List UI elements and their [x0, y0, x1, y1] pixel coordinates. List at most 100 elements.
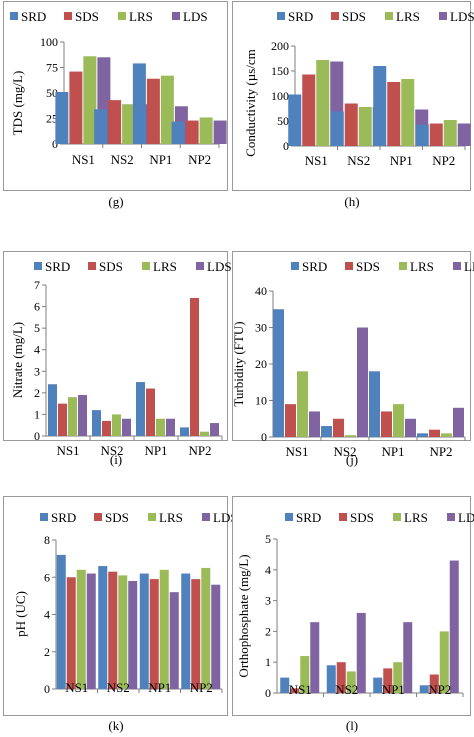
- y-tick-label: 200: [271, 39, 289, 53]
- legend: SRD SDS LRS LDS: [34, 259, 232, 274]
- chart-k: SRD SDS LRS LDS 0 2 4 6 8 pH (UC) NS1 NS2 NP1 NP2: [13, 510, 238, 696]
- y-axis-title: Orthophosphate (mg/L): [236, 554, 251, 677]
- bar-ns2-sds: [333, 418, 344, 437]
- bar-np1-sds: [387, 82, 401, 146]
- x-tick-label: NP2: [188, 443, 211, 458]
- bar-ns2-lrs: [112, 414, 121, 436]
- y-tick-label: 10: [255, 394, 267, 408]
- legend: SRD SDS LRS LDS: [40, 510, 238, 525]
- legend-label-sds: SDS: [350, 510, 374, 525]
- bar-np2-lds: [457, 123, 471, 146]
- y-tick-label: 30: [255, 321, 267, 335]
- y-tick-label: 150: [271, 64, 289, 78]
- caption-g: (g): [108, 194, 124, 209]
- bar-np2-srd: [171, 121, 185, 144]
- legend-label-lrs: LRS: [153, 259, 177, 274]
- bar-ns1-sds: [69, 71, 83, 144]
- x-tick-label: NS2: [347, 153, 370, 168]
- y-tick-label: 0: [44, 682, 50, 696]
- bar-ns1-lrs: [68, 397, 77, 436]
- bar-np1-srd: [373, 66, 387, 146]
- chart-panel-g: SRD SDS LRS LDS 0 25 50 75 100 TDS (mg/L) NS1 NS2 NP…: [3, 1, 228, 191]
- bar-ns2-sds: [336, 662, 346, 693]
- chart-i: SRD SDS LRS LDS 0 1 2 3 4 5 6 7 Nitrate (mg/L) NS1 NS2…: [10, 259, 232, 458]
- bar-np1-lrs: [401, 79, 415, 146]
- bar-ns1-lrs: [76, 569, 86, 689]
- bar-np1-lrs: [156, 418, 165, 436]
- chart-panel-k: SRD SDS LRS LDS 0 2 4 6 8 pH (UC) NS1 NS2 NP1 NP2: [3, 496, 238, 716]
- bars: [288, 60, 471, 146]
- bar-np2-srd: [180, 427, 189, 436]
- bar-np2-lds: [211, 584, 221, 689]
- bar-ns1-sds: [302, 74, 316, 146]
- bar-ns2-sds: [108, 571, 118, 689]
- bar-np2-srd: [417, 433, 428, 437]
- legend-label-srd: SRD: [288, 9, 313, 24]
- y-tick-label: 7: [34, 278, 40, 292]
- bar-np2-lds: [210, 423, 219, 436]
- legend-swatch-sds: [345, 262, 353, 270]
- y-axis: 0 1 2 3 4 5: [265, 532, 278, 700]
- bar-ns1-srd: [48, 384, 57, 436]
- y-tick-label: 4: [265, 563, 271, 577]
- bars: [273, 309, 464, 437]
- chart-h: SRD SDS LRS LDS 0 50 100 150 200 Conductivity (µs…: [243, 9, 474, 168]
- bar-np2-lrs: [439, 631, 449, 693]
- x-tick-label: NP2: [429, 444, 452, 459]
- y-tick-label: 100: [271, 89, 289, 103]
- legend-swatch-srd: [40, 513, 48, 521]
- y-tick-label: 0: [265, 686, 271, 700]
- bars: [55, 56, 227, 144]
- y-tick-label: 3: [265, 594, 271, 608]
- bar-ns2-lrs: [345, 435, 356, 437]
- bar-np1-srd: [139, 573, 149, 689]
- x-tick-label: NP2: [190, 680, 213, 695]
- x-tick-label: NS2: [335, 682, 358, 697]
- x-tick-label: NS1: [285, 444, 308, 459]
- legend: SRD SDS LRS LDS: [10, 9, 208, 24]
- bar-np1-lrs: [159, 569, 169, 689]
- bar-np2-lds: [449, 560, 459, 693]
- bar-ns2-srd: [94, 109, 108, 144]
- bar-np1-sds: [383, 668, 393, 693]
- y-tick-label: 3: [34, 364, 40, 378]
- bar-ns1-srd: [56, 554, 66, 689]
- legend-swatch-lds: [453, 262, 461, 270]
- legend-swatch-lds: [172, 12, 180, 20]
- bar-ns1-lds: [78, 395, 87, 436]
- bar-np1-sds: [146, 388, 155, 436]
- bar-np1-srd: [373, 677, 383, 693]
- chart-panel-i: SRD SDS LRS LDS 0 1 2 3 4 5 6 7 Nitrate (mg/L) NS1 NS2…: [3, 251, 232, 458]
- bar-ns1-sds: [58, 403, 67, 436]
- bar-np2-srd: [415, 124, 429, 146]
- bar-np2-srd: [181, 573, 191, 689]
- legend-swatch-lrs: [393, 513, 401, 521]
- bar-ns2-srd: [98, 566, 108, 689]
- y-tick-label: 25: [46, 112, 58, 126]
- y-tick-label: 2: [34, 386, 40, 400]
- legend-label-srd: SRD: [302, 259, 327, 274]
- y-axis: 0 10 20 30 40: [255, 284, 274, 444]
- bar-np2-lds: [213, 120, 227, 144]
- bar-np2-sds: [190, 297, 199, 436]
- bar-ns2-lrs: [346, 671, 356, 693]
- legend-swatch-sds: [88, 262, 96, 270]
- legend-label-lds: LDS: [450, 9, 474, 24]
- legend-swatch-lrs: [399, 262, 407, 270]
- legend-label-lrs: LRS: [396, 9, 420, 24]
- legend: SRD SDS LRS LDS: [277, 9, 474, 24]
- legend-swatch-srd: [34, 262, 42, 270]
- x-tick-label: NS1: [56, 443, 79, 458]
- bar-np2-lrs: [441, 433, 452, 437]
- legend-label-lrs: LRS: [404, 510, 428, 525]
- bar-np1-sds: [149, 579, 159, 689]
- y-tick-label: 2: [44, 645, 50, 659]
- legend-swatch-sds: [331, 12, 339, 20]
- caption-j: (j): [345, 452, 359, 467]
- y-tick-label: 75: [46, 61, 58, 75]
- legend-swatch-lrs: [148, 513, 156, 521]
- bar-np1-lrs: [393, 662, 403, 693]
- legend-label-lds: LDS: [458, 510, 474, 525]
- legend-label-sds: SDS: [75, 9, 99, 24]
- bar-ns1-srd: [288, 94, 302, 146]
